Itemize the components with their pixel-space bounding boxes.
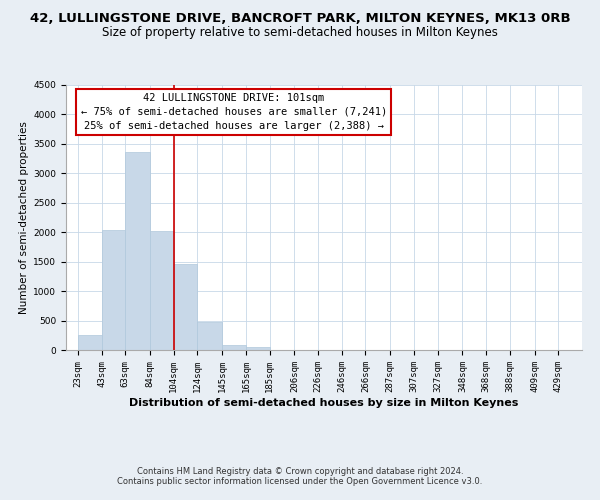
Bar	[101, 230, 125, 350]
Bar	[150, 231, 173, 350]
Bar	[173, 264, 197, 350]
Bar	[246, 347, 269, 350]
Y-axis label: Number of semi-detached properties: Number of semi-detached properties	[19, 121, 29, 314]
X-axis label: Distribution of semi-detached houses by size in Milton Keynes: Distribution of semi-detached houses by …	[130, 398, 518, 407]
Text: 42, LULLINGSTONE DRIVE, BANCROFT PARK, MILTON KEYNES, MK13 0RB: 42, LULLINGSTONE DRIVE, BANCROFT PARK, M…	[29, 12, 571, 26]
Bar	[197, 322, 222, 350]
Text: Size of property relative to semi-detached houses in Milton Keynes: Size of property relative to semi-detach…	[102, 26, 498, 39]
Text: Contains public sector information licensed under the Open Government Licence v3: Contains public sector information licen…	[118, 477, 482, 486]
Text: 42 LULLINGSTONE DRIVE: 101sqm
← 75% of semi-detached houses are smaller (7,241)
: 42 LULLINGSTONE DRIVE: 101sqm ← 75% of s…	[80, 93, 387, 131]
Bar	[222, 344, 246, 350]
Bar	[125, 152, 150, 350]
Bar	[78, 335, 101, 350]
Text: Contains HM Land Registry data © Crown copyright and database right 2024.: Contains HM Land Registry data © Crown c…	[137, 467, 463, 476]
